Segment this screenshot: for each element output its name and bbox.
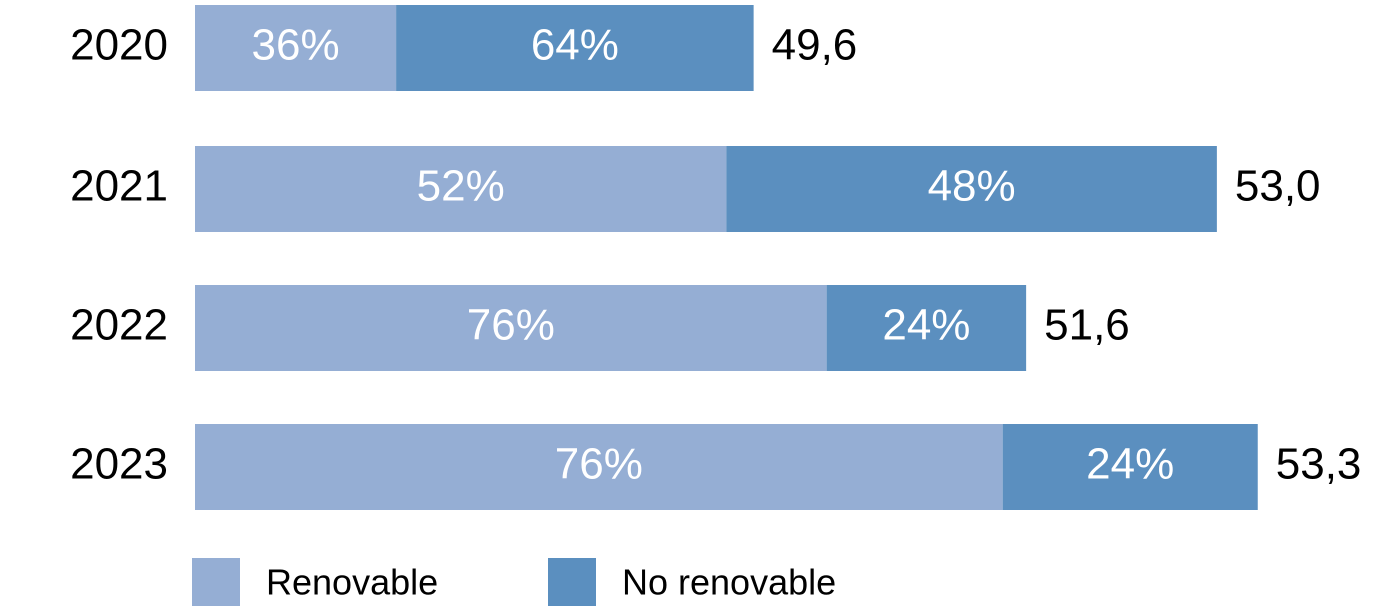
value-label: 64%	[531, 21, 619, 70]
total-label: 53,3	[1276, 440, 1362, 489]
total-label: 49,6	[772, 21, 858, 70]
category-label: 2022	[70, 301, 168, 350]
legend-swatch	[192, 558, 240, 606]
legend-swatch	[548, 558, 596, 606]
bar-segment	[195, 424, 1003, 510]
value-label: 76%	[467, 301, 555, 350]
value-label: 52%	[417, 162, 505, 211]
bar-segment	[826, 285, 1027, 371]
bar-segment	[1002, 424, 1258, 510]
bar-segment	[396, 5, 754, 91]
legend-label: No renovable	[622, 562, 836, 603]
category-label: 2023	[70, 440, 168, 489]
value-label: 48%	[928, 162, 1016, 211]
value-label: 24%	[1086, 440, 1174, 489]
category-label: 2021	[70, 162, 168, 211]
value-label: 36%	[252, 21, 340, 70]
bar-segment	[195, 285, 827, 371]
bar-segment	[726, 146, 1217, 232]
bar-segment	[195, 146, 727, 232]
value-label: 24%	[882, 301, 970, 350]
legend-label: Renovable	[266, 562, 438, 603]
bar-segment	[195, 5, 397, 91]
category-label: 2020	[70, 21, 168, 70]
total-label: 51,6	[1044, 301, 1130, 350]
total-label: 53,0	[1235, 162, 1321, 211]
value-label: 76%	[555, 440, 643, 489]
